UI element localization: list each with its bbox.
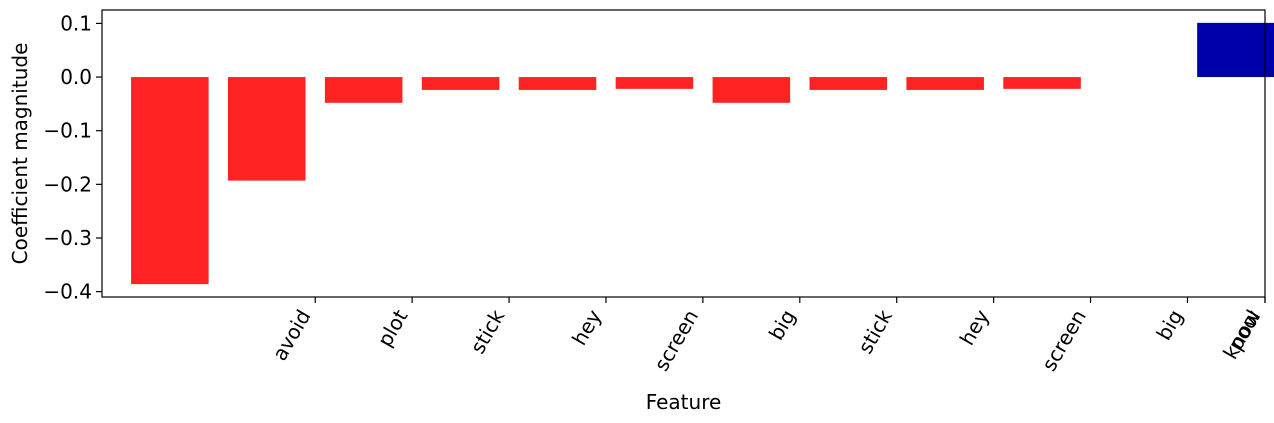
x-tick-label: hey — [955, 305, 994, 349]
x-axis: avoid plot stick hey screen big stick hey screen… — [267, 297, 1266, 376]
y-tick-label: 0.0 — [60, 65, 92, 89]
y-axis-label: Coefficient magnitude — [8, 43, 32, 265]
x-tick-label: big — [1152, 306, 1188, 345]
bar-0 — [131, 77, 209, 285]
bar-2 — [324, 77, 403, 103]
bar-3 — [421, 77, 500, 90]
bar-7 — [809, 77, 888, 90]
y-axis: 0.1 0.0 −0.1 −0.2 −0.3 −0.4 — [43, 11, 102, 304]
bar-4 — [518, 77, 597, 90]
x-tick-label: avoid — [267, 306, 315, 365]
x-tick-label: plot — [373, 305, 413, 350]
x-tick-label: hey — [567, 305, 606, 349]
x-tick-label: screen — [649, 306, 703, 376]
bar-5 — [615, 77, 694, 89]
y-tick-label: −0.3 — [43, 226, 92, 250]
y-tick-label: −0.1 — [43, 119, 92, 143]
x-axis-label: Feature — [646, 390, 722, 414]
bar-9 — [1003, 77, 1081, 89]
bar-1 — [227, 77, 306, 181]
y-tick-label: −0.4 — [43, 280, 92, 304]
bar-8 — [906, 77, 984, 90]
x-tick-label: stick — [853, 305, 897, 358]
x-tick-label: big — [764, 306, 800, 345]
x-tick-label: screen — [1037, 306, 1091, 376]
x-tick-label: stick — [465, 305, 509, 358]
x-tick-label: know — [1218, 306, 1265, 364]
y-tick-label: 0.1 — [60, 11, 92, 35]
bar-10 — [1197, 22, 1274, 78]
bars-layer — [131, 22, 1274, 285]
y-tick-label: −0.2 — [43, 172, 92, 196]
bar-6 — [712, 77, 791, 103]
plot-frame — [101, 9, 1266, 298]
